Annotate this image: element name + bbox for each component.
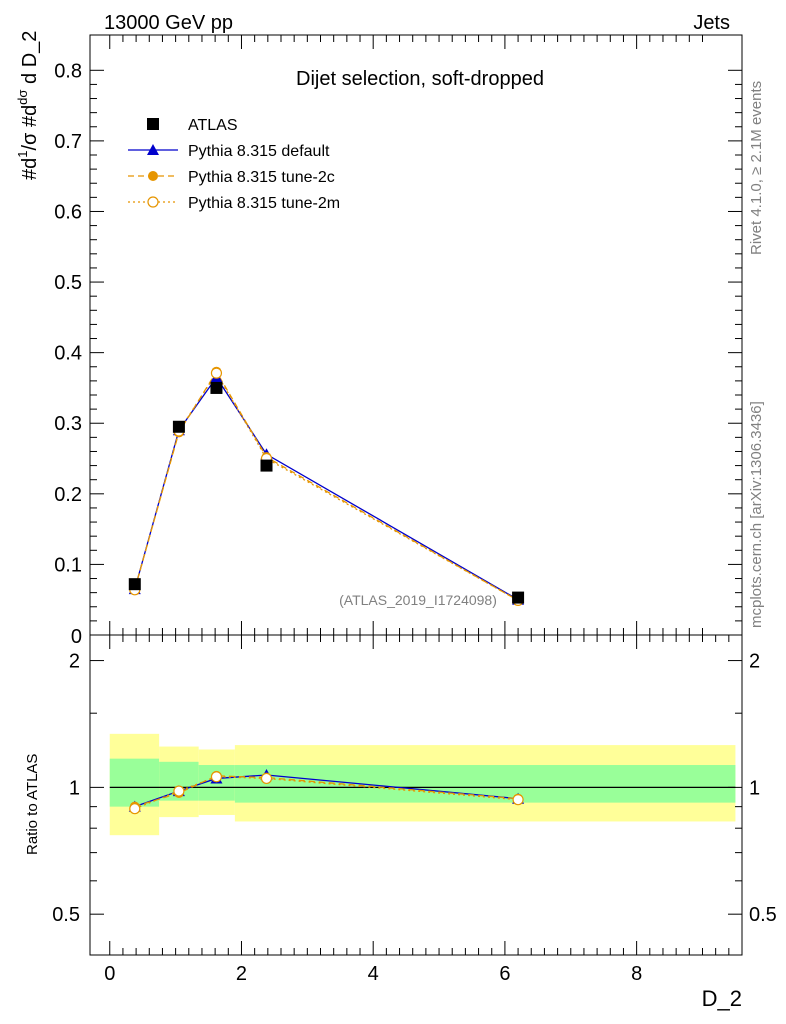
x-axis-label: D_2 xyxy=(702,986,742,1011)
ratio-panel: 0.5 0.5 1 1 2 2 0 2 4 6 8 Ratio to ATLAS D_2 xyxy=(24,634,777,1011)
ratio-y-tick-label: 2 xyxy=(69,651,80,673)
main-panel: 0.1 0.2 0.3 0.4 0.5 0.6 0.7 0.8 0 Dijet selectio… xyxy=(15,31,743,648)
legend-marker xyxy=(147,144,159,155)
x-tick-label: 0 xyxy=(104,963,115,985)
data-point xyxy=(260,459,273,472)
mcplots-label: mcplots.cern.ch [arXiv:1306.3436] xyxy=(748,401,765,628)
ratio-y-tick-label-right: 0.5 xyxy=(749,904,777,926)
y-tick-label: 0.3 xyxy=(54,413,82,435)
x-tick-label: 4 xyxy=(368,963,379,985)
ratio-y-tick-label-right: 1 xyxy=(749,777,760,799)
legend-entry: Pythia 8.315 tune-2m xyxy=(188,195,340,212)
ratio-point xyxy=(260,772,273,785)
ratio-series-line xyxy=(134,776,519,810)
data-point xyxy=(128,578,141,591)
chart-title: Dijet selection, soft-dropped xyxy=(296,68,544,90)
ratio-point xyxy=(210,771,223,783)
data-point xyxy=(210,367,223,379)
analysis-watermark: (ATLAS_2019_I1724098) xyxy=(339,592,497,608)
x-tick-label: 8 xyxy=(631,963,642,985)
series-line xyxy=(134,376,519,601)
legend-entry: Pythia 8.315 default xyxy=(188,143,330,160)
legend: ATLAS Pythia 8.315 default Pythia 8.315 tu… xyxy=(128,117,340,212)
y-tick-label: 0.2 xyxy=(54,484,82,506)
y-tick-label: 0.1 xyxy=(54,554,82,576)
y-tick-label: 0.8 xyxy=(54,60,82,82)
rivet-label: Rivet 4.1.0, ≥ 2.1M events xyxy=(748,81,765,255)
legend-marker xyxy=(147,118,159,130)
ratio-y-tick-label-right: 2 xyxy=(749,651,760,673)
jets-label: Jets xyxy=(693,12,730,34)
legend-entry: ATLAS xyxy=(188,117,238,134)
data-point xyxy=(210,381,223,394)
ratio-frame xyxy=(89,634,743,956)
main-marks xyxy=(128,366,525,607)
ratio-point xyxy=(129,803,141,815)
ratio-marks xyxy=(128,768,525,815)
legend-marker xyxy=(147,196,159,208)
stat-uncertainty-band xyxy=(109,758,160,807)
y-tick-label: 0.7 xyxy=(54,131,82,153)
x-tick-label: 2 xyxy=(236,963,247,985)
main-y-axis-label: #d1/σ #ddσ d D_2 xyxy=(15,31,41,180)
ratio-y-tick-label: 0.5 xyxy=(52,904,80,926)
ratio-y-tick-label: 1 xyxy=(69,777,80,799)
main-ticks: 0.1 0.2 0.3 0.4 0.5 0.6 0.7 0.8 0 xyxy=(54,35,742,648)
y-tick-label: 0.5 xyxy=(54,272,82,294)
y-tick-label: 0 xyxy=(71,626,82,648)
data-point xyxy=(512,591,525,604)
x-tick-label: 6 xyxy=(499,963,510,985)
ratio-ticks: 0.5 0.5 1 1 2 2 0 2 4 6 8 xyxy=(52,635,777,985)
ratio-y-axis-label: Ratio to ATLAS xyxy=(24,754,41,855)
y-tick-label: 0.6 xyxy=(54,201,82,223)
legend-marker xyxy=(148,171,158,181)
energy-label: 13000 GeV pp xyxy=(104,12,233,34)
main-y-axis-label-text: #d1/σ #ddσ d D_2 xyxy=(15,31,41,180)
data-point xyxy=(172,420,185,433)
y-tick-label: 0.4 xyxy=(54,343,82,365)
legend-entry: Pythia 8.315 tune-2c xyxy=(188,169,335,186)
stat-uncertainty-band xyxy=(234,765,736,803)
ratio-bands xyxy=(109,733,736,836)
ratio-point xyxy=(173,785,185,797)
ratio-point xyxy=(512,794,524,806)
